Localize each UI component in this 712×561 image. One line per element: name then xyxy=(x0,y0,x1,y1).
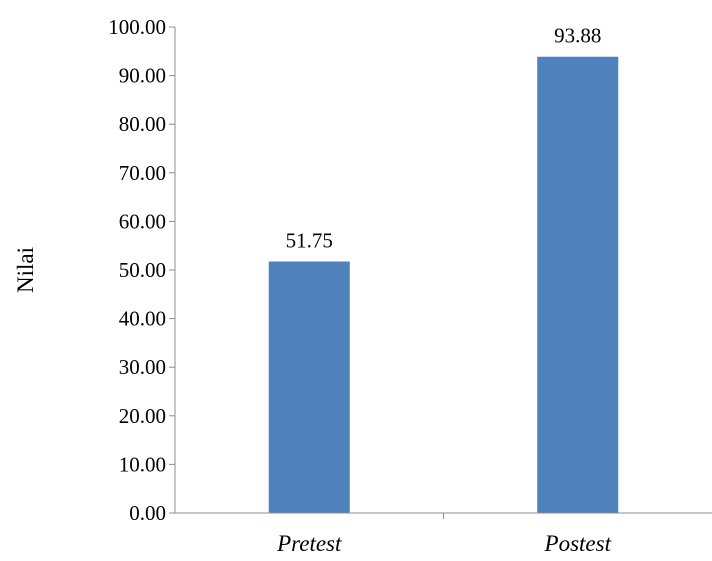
bars xyxy=(268,56,619,514)
y-tick-label: 30.00 xyxy=(119,355,166,379)
y-axis-ticks: 0.00 10.00 20.00 30.00 40.00 50.00 60.00 70.00 8… xyxy=(108,15,175,525)
y-tick-label: 40.00 xyxy=(119,307,166,331)
x-axis-ticks: Pretest Postest xyxy=(276,513,612,556)
y-axis-title: Nilai xyxy=(13,247,38,293)
y-tick-label: 100.00 xyxy=(108,15,166,39)
bar-postest xyxy=(537,56,619,514)
data-labels: 51.75 93.88 xyxy=(286,24,602,253)
data-label: 51.75 xyxy=(286,228,333,252)
y-tick-label: 10.00 xyxy=(119,452,166,476)
y-tick-label: 50.00 xyxy=(119,258,166,282)
y-tick-label: 80.00 xyxy=(119,112,166,136)
data-label: 93.88 xyxy=(554,24,601,48)
y-tick-label: 20.00 xyxy=(119,404,166,428)
x-category-label: Postest xyxy=(544,531,612,556)
y-tick-label: 60.00 xyxy=(119,209,166,233)
y-tick-label: 70.00 xyxy=(119,161,166,185)
y-tick-label: 0.00 xyxy=(129,501,166,525)
bar-pretest xyxy=(268,261,350,513)
x-category-label: Pretest xyxy=(276,531,342,556)
y-tick-label: 90.00 xyxy=(119,64,166,88)
